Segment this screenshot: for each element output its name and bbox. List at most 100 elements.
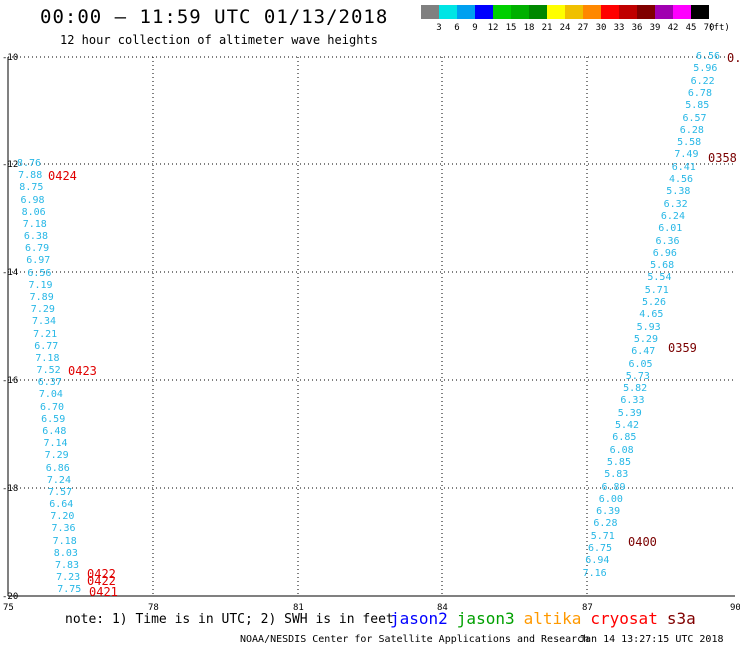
wave-height-value: 6.48	[42, 425, 67, 437]
legend-label: 42	[667, 23, 679, 33]
legend-label: 21	[541, 23, 553, 33]
pass-time-label: 0358	[708, 151, 737, 165]
satellite-name: cryosat	[590, 609, 658, 628]
y-axis-label: -20	[2, 592, 18, 602]
wave-height-value: 5.85	[685, 100, 710, 112]
wave-height-value: 6.78	[687, 87, 712, 99]
wave-height-value: 6.22	[690, 75, 715, 87]
wave-height-value: 6.89	[601, 481, 626, 493]
wave-height-value: 6.01	[658, 223, 683, 235]
x-axis-label: 90	[730, 603, 740, 613]
x-axis-label: 87	[582, 603, 593, 613]
wave-height-value: 7.75	[57, 584, 82, 596]
wave-height-value: 6.56	[27, 267, 52, 279]
wave-height-value: 6.70	[40, 401, 65, 413]
wave-height-value: 6.64	[49, 499, 74, 511]
legend-label: 36	[631, 23, 643, 33]
satellite-legend: jason2 jason3 altika cryosat s3a	[390, 609, 705, 628]
wave-height-value: 7.88	[18, 170, 43, 182]
pass-time-label: 0422	[87, 567, 116, 581]
wave-height-value: 7.52	[36, 365, 61, 377]
wave-height-value: 6.98	[20, 194, 45, 206]
legend-swatch	[529, 5, 547, 19]
wave-height-value: 5.26	[642, 297, 667, 308]
legend-label: 9	[472, 23, 478, 33]
wave-height-value: 5.58	[677, 137, 702, 149]
wave-height-value: 5.71	[590, 530, 615, 542]
wave-height-value: 7.16	[582, 567, 607, 579]
wave-height-value: 4.65	[639, 309, 664, 321]
wave-height-value: 7.18	[35, 352, 60, 364]
wave-height-value: 6.32	[663, 198, 688, 210]
wave-height-value: 6.85	[612, 432, 637, 444]
wave-height-value: 5.82	[623, 383, 648, 395]
legend-label: 33	[613, 23, 625, 33]
wave-height-value: 6.37	[37, 377, 62, 389]
wave-height-value: 6.28	[679, 124, 704, 136]
legend-label: 45	[685, 23, 697, 33]
wave-height-value: 6.77	[34, 340, 59, 352]
wave-height-value: 6.47	[631, 346, 656, 358]
map-subtitle: 12 hour collection of altimeter wave hei…	[60, 33, 378, 47]
pass-time-label: 0.	[727, 51, 740, 65]
wave-height-value: 5.68	[650, 260, 675, 272]
legend-swatch	[439, 5, 457, 19]
wave-height-value: 6.24	[660, 210, 685, 222]
satellite-name: jason2	[390, 609, 448, 628]
y-axis-label: -12	[2, 160, 18, 170]
map-title: 00:00 – 11:59 UTC 01/13/2018	[40, 6, 389, 28]
legend-swatch	[691, 5, 709, 19]
wave-height-value: 6.28	[593, 518, 618, 530]
legend-swatch	[475, 5, 493, 19]
wave-height-value: 6.57	[682, 112, 707, 124]
wave-height-value: 7.23	[56, 572, 81, 584]
wave-height-value: 6.36	[655, 235, 680, 247]
wave-height-value: 6.41	[671, 161, 696, 173]
y-axis-label: -14	[2, 268, 18, 278]
wave-height-value: 7.57	[48, 486, 73, 498]
legend-swatch	[655, 5, 673, 19]
footer-note: note: 1) Time is in UTC; 2) SWH is in fe…	[65, 612, 394, 627]
wave-height-value: 7.21	[33, 328, 58, 340]
legend-unit: (ft)	[708, 23, 730, 33]
legend-label: 15	[505, 23, 517, 33]
wave-height-value: 4.56	[669, 174, 694, 185]
wave-height-value: 5.93	[636, 321, 661, 333]
wave-height-value: 6.97	[26, 255, 51, 267]
legend-label: 6	[454, 23, 460, 33]
legend-swatch	[673, 5, 691, 19]
wave-height-value: 6.86	[45, 462, 70, 474]
credit-text: NOAA/NESDIS Center for Satellite Applica…	[240, 634, 590, 645]
legend-swatch	[547, 5, 565, 19]
wave-height-value: 5.71	[644, 284, 669, 296]
x-axis-label: 81	[293, 603, 304, 613]
wave-height-value: 6.75	[588, 543, 613, 554]
wave-height-value: 6.38	[23, 231, 48, 243]
wave-height-value: 5.85	[606, 456, 631, 468]
wave-height-value: 8.75	[19, 182, 44, 194]
satellite-name: jason3	[456, 609, 515, 628]
wave-height-value: 7.18	[22, 218, 47, 230]
wave-height-value: 5.29	[633, 333, 658, 345]
wave-height-value: 7.49	[674, 149, 699, 161]
wave-height-value: 7.24	[46, 474, 71, 486]
wave-height-value: 6.59	[41, 413, 66, 425]
wave-height-value: 6.96	[652, 247, 677, 259]
wave-height-value: 6.08	[609, 444, 634, 456]
x-axis-label: 75	[3, 603, 14, 613]
wave-height-value: 7.20	[50, 511, 75, 523]
legend-swatch	[619, 5, 637, 19]
wave-height-value: 7.29	[44, 450, 69, 462]
wave-height-value: 7.89	[29, 291, 54, 303]
wave-height-value: 5.83	[604, 469, 629, 481]
wave-height-value: 8.06	[21, 206, 46, 218]
wave-height-value: 5.39	[617, 407, 642, 419]
wave-height-value: 6.33	[620, 395, 645, 407]
legend-label: 70	[703, 23, 715, 33]
y-axis-label: -18	[2, 484, 18, 494]
wave-height-value: 5.42	[615, 420, 640, 431]
pass-time-label: 0423	[68, 364, 97, 378]
legend-swatch	[493, 5, 511, 19]
legend-swatch	[511, 5, 529, 19]
